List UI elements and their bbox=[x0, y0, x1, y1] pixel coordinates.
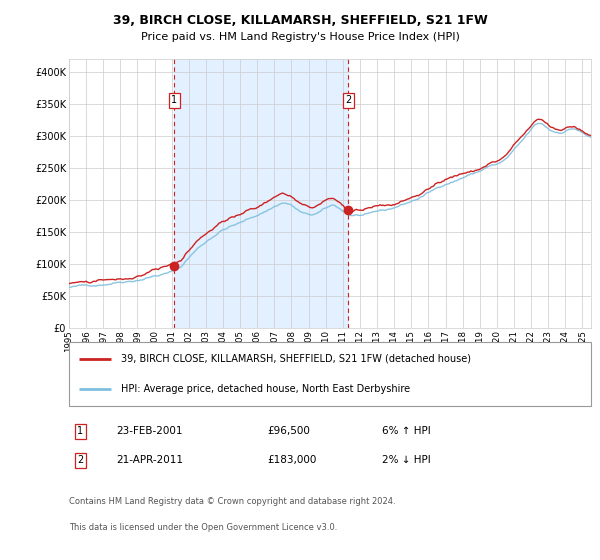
Text: 21-APR-2011: 21-APR-2011 bbox=[116, 455, 183, 465]
Text: Price paid vs. HM Land Registry's House Price Index (HPI): Price paid vs. HM Land Registry's House … bbox=[140, 32, 460, 43]
Text: 1: 1 bbox=[171, 95, 178, 105]
Text: 39, BIRCH CLOSE, KILLAMARSH, SHEFFIELD, S21 1FW: 39, BIRCH CLOSE, KILLAMARSH, SHEFFIELD, … bbox=[113, 14, 487, 27]
Text: 6% ↑ HPI: 6% ↑ HPI bbox=[382, 426, 431, 436]
Text: 2: 2 bbox=[345, 95, 351, 105]
Text: 2: 2 bbox=[77, 455, 83, 465]
Text: Contains HM Land Registry data © Crown copyright and database right 2024.: Contains HM Land Registry data © Crown c… bbox=[69, 497, 395, 506]
Text: This data is licensed under the Open Government Licence v3.0.: This data is licensed under the Open Gov… bbox=[69, 523, 337, 532]
Text: 1: 1 bbox=[77, 426, 83, 436]
Text: 2% ↓ HPI: 2% ↓ HPI bbox=[382, 455, 431, 465]
Text: 23-FEB-2001: 23-FEB-2001 bbox=[116, 426, 182, 436]
Bar bbox=[174, 59, 348, 328]
FancyBboxPatch shape bbox=[69, 342, 591, 406]
Text: £183,000: £183,000 bbox=[268, 455, 317, 465]
Text: 39, BIRCH CLOSE, KILLAMARSH, SHEFFIELD, S21 1FW (detached house): 39, BIRCH CLOSE, KILLAMARSH, SHEFFIELD, … bbox=[121, 354, 471, 364]
Text: £96,500: £96,500 bbox=[268, 426, 310, 436]
Text: HPI: Average price, detached house, North East Derbyshire: HPI: Average price, detached house, Nort… bbox=[121, 384, 410, 394]
